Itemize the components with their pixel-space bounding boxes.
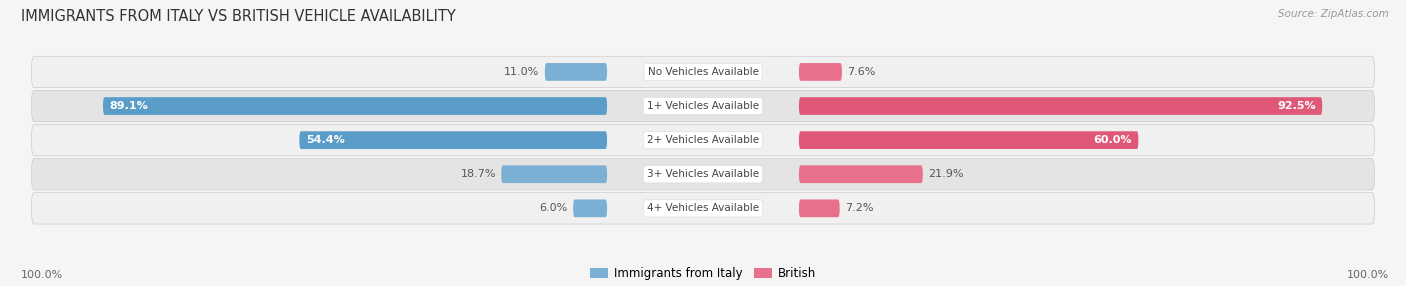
Text: 2+ Vehicles Available: 2+ Vehicles Available: [647, 135, 759, 145]
FancyBboxPatch shape: [31, 193, 1375, 224]
FancyBboxPatch shape: [799, 97, 1322, 115]
Text: 11.0%: 11.0%: [505, 67, 540, 77]
Text: 1+ Vehicles Available: 1+ Vehicles Available: [647, 101, 759, 111]
Text: 89.1%: 89.1%: [110, 101, 149, 111]
Text: 3+ Vehicles Available: 3+ Vehicles Available: [647, 169, 759, 179]
Text: IMMIGRANTS FROM ITALY VS BRITISH VEHICLE AVAILABILITY: IMMIGRANTS FROM ITALY VS BRITISH VEHICLE…: [21, 9, 456, 23]
FancyBboxPatch shape: [103, 97, 607, 115]
Text: 100.0%: 100.0%: [1347, 270, 1389, 280]
FancyBboxPatch shape: [299, 131, 607, 149]
FancyBboxPatch shape: [31, 124, 1375, 156]
Text: 6.0%: 6.0%: [540, 203, 568, 213]
FancyBboxPatch shape: [31, 56, 1375, 88]
FancyBboxPatch shape: [546, 63, 607, 81]
Text: 100.0%: 100.0%: [21, 270, 63, 280]
Text: 60.0%: 60.0%: [1094, 135, 1132, 145]
FancyBboxPatch shape: [31, 90, 1375, 122]
Text: 7.2%: 7.2%: [845, 203, 873, 213]
Text: 54.4%: 54.4%: [307, 135, 344, 145]
FancyBboxPatch shape: [574, 199, 607, 217]
Text: Source: ZipAtlas.com: Source: ZipAtlas.com: [1278, 9, 1389, 19]
Text: No Vehicles Available: No Vehicles Available: [648, 67, 758, 77]
Text: 7.6%: 7.6%: [848, 67, 876, 77]
FancyBboxPatch shape: [799, 199, 839, 217]
FancyBboxPatch shape: [799, 131, 1139, 149]
Text: 92.5%: 92.5%: [1277, 101, 1316, 111]
FancyBboxPatch shape: [31, 158, 1375, 190]
FancyBboxPatch shape: [799, 63, 842, 81]
Text: 4+ Vehicles Available: 4+ Vehicles Available: [647, 203, 759, 213]
Legend: Immigrants from Italy, British: Immigrants from Italy, British: [585, 263, 821, 285]
Text: 21.9%: 21.9%: [928, 169, 963, 179]
FancyBboxPatch shape: [502, 165, 607, 183]
FancyBboxPatch shape: [799, 165, 922, 183]
Text: 18.7%: 18.7%: [461, 169, 496, 179]
